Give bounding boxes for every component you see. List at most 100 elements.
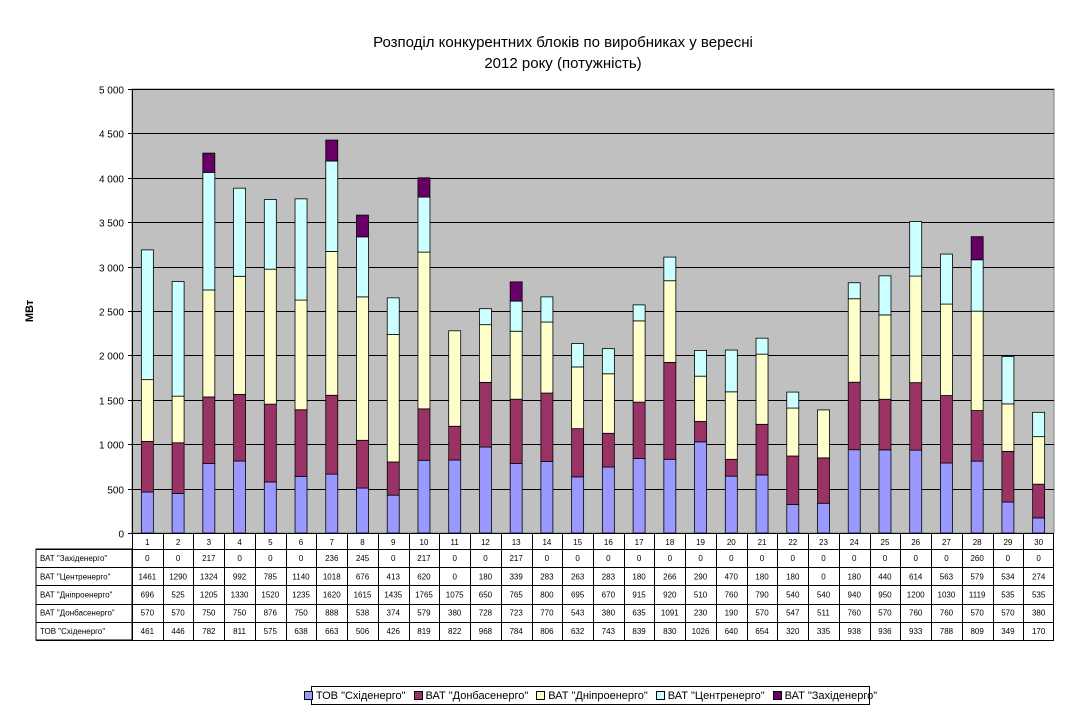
- x-tick-label: 14: [542, 538, 551, 547]
- x-tick-label: 8: [360, 538, 365, 547]
- y-tick-label: 3 500: [99, 219, 124, 230]
- y-tick-label: 4 500: [99, 130, 124, 141]
- bar-segment: [140, 249, 154, 381]
- table-cell: 696: [141, 591, 155, 600]
- table-cell: 570: [171, 609, 185, 618]
- bar-segment: [601, 348, 615, 375]
- table-series-name: ВАТ "Центренерго": [40, 572, 111, 581]
- table-cell: 217: [509, 554, 523, 563]
- bar-segment: [694, 441, 707, 534]
- table-cell: 0: [575, 554, 580, 563]
- table-cell: 570: [970, 609, 984, 618]
- table-cell: 663: [325, 627, 339, 636]
- table-cell: 339: [509, 572, 523, 581]
- table-cell: 0: [145, 554, 150, 563]
- table-cell: 770: [540, 609, 554, 618]
- table-cell: 0: [821, 554, 826, 563]
- x-tick-label: 18: [665, 538, 674, 547]
- table-cell: 511: [817, 609, 830, 618]
- bar-segment: [140, 491, 154, 534]
- table-cell: 283: [602, 572, 616, 581]
- table-cell: 723: [509, 609, 523, 618]
- x-tick-label: 7: [330, 538, 335, 547]
- table-cell: 654: [755, 627, 769, 636]
- table-cell: 440: [878, 572, 892, 581]
- table-cell: 180: [755, 572, 769, 581]
- table-cell: 0: [668, 554, 673, 563]
- table-cell: 765: [509, 591, 523, 600]
- table-cell: 245: [356, 554, 370, 563]
- x-tick-label: 1: [145, 538, 150, 547]
- y-tick-label: 500: [107, 486, 124, 497]
- table-cell: 0: [698, 554, 703, 563]
- table-cell: 1026: [692, 627, 710, 636]
- bar-segment: [202, 171, 216, 291]
- table-cell: 809: [970, 627, 984, 636]
- table-cell: 632: [571, 627, 585, 636]
- x-tick-label: 25: [881, 538, 890, 547]
- y-tick-label: 5 000: [99, 86, 124, 97]
- table-cell: 920: [663, 591, 677, 600]
- table-cell: 822: [448, 627, 462, 636]
- table-cell: 1091: [661, 609, 679, 618]
- legend-swatch: [536, 691, 546, 700]
- legend-item: ТОВ "Східенерго": [303, 690, 406, 702]
- bar-segment: [325, 251, 339, 396]
- bar-segment: [509, 281, 523, 302]
- bar-segment: [940, 253, 953, 305]
- legend-label: ВАТ "Західенерго": [784, 689, 878, 702]
- table-cell: 263: [571, 572, 585, 581]
- bar-segment: [233, 393, 246, 462]
- bar-segment: [970, 259, 984, 312]
- table-cell: 570: [141, 609, 155, 618]
- table-cell: 614: [909, 572, 923, 581]
- bar-segment: [755, 337, 769, 355]
- table-cell: 535: [1001, 591, 1015, 600]
- table-cell: 579: [417, 609, 431, 618]
- bar-segment: [755, 353, 769, 425]
- bar-segment: [970, 236, 984, 261]
- chart-title-line-2: 2012 року (потужність): [484, 55, 642, 72]
- table-cell: 620: [417, 572, 431, 581]
- bar-segment: [724, 475, 738, 534]
- table-cell: 950: [878, 591, 892, 600]
- x-tick-label: 5: [268, 538, 273, 547]
- legend-item: ВАТ "Західенерго": [772, 689, 878, 702]
- table-cell: 750: [233, 609, 247, 618]
- bar-segment: [786, 391, 800, 409]
- table-cell: 0: [637, 554, 642, 563]
- table-cell: 788: [940, 627, 954, 636]
- table-cell: 1461: [138, 572, 156, 581]
- bar-segment: [509, 462, 523, 534]
- legend-label: ВАТ "Центренерго": [667, 689, 765, 702]
- table-cell: 470: [725, 572, 739, 581]
- table-cell: 1330: [231, 591, 249, 600]
- table-cell: 0: [1036, 554, 1041, 563]
- table-cell: 784: [509, 627, 523, 636]
- table-cell: 1620: [323, 591, 341, 600]
- bar-segment: [786, 504, 800, 534]
- bar-segment: [263, 403, 277, 483]
- table-cell: 570: [755, 609, 769, 618]
- bar-segment: [294, 198, 308, 301]
- bar-segment: [171, 492, 185, 534]
- table-cell: 1615: [354, 591, 372, 600]
- table-cell: 915: [632, 591, 646, 600]
- bar-segment: [601, 373, 615, 434]
- bar-segment: [694, 350, 707, 377]
- table-cell: 1205: [200, 591, 218, 600]
- x-tick-label: 15: [573, 538, 582, 547]
- bar-segment: [171, 395, 185, 444]
- bar-segment: [878, 398, 892, 451]
- table-cell: 290: [694, 572, 708, 581]
- table-cell: 413: [387, 572, 401, 581]
- bar-segment: [356, 296, 369, 441]
- bar-segment: [202, 152, 216, 173]
- bar-segment: [263, 481, 277, 534]
- bar-segment: [970, 310, 984, 411]
- bar-segment: [202, 463, 216, 534]
- table-cell: 525: [171, 591, 185, 600]
- bar-segment: [663, 362, 677, 460]
- x-tick-label: 9: [391, 538, 396, 547]
